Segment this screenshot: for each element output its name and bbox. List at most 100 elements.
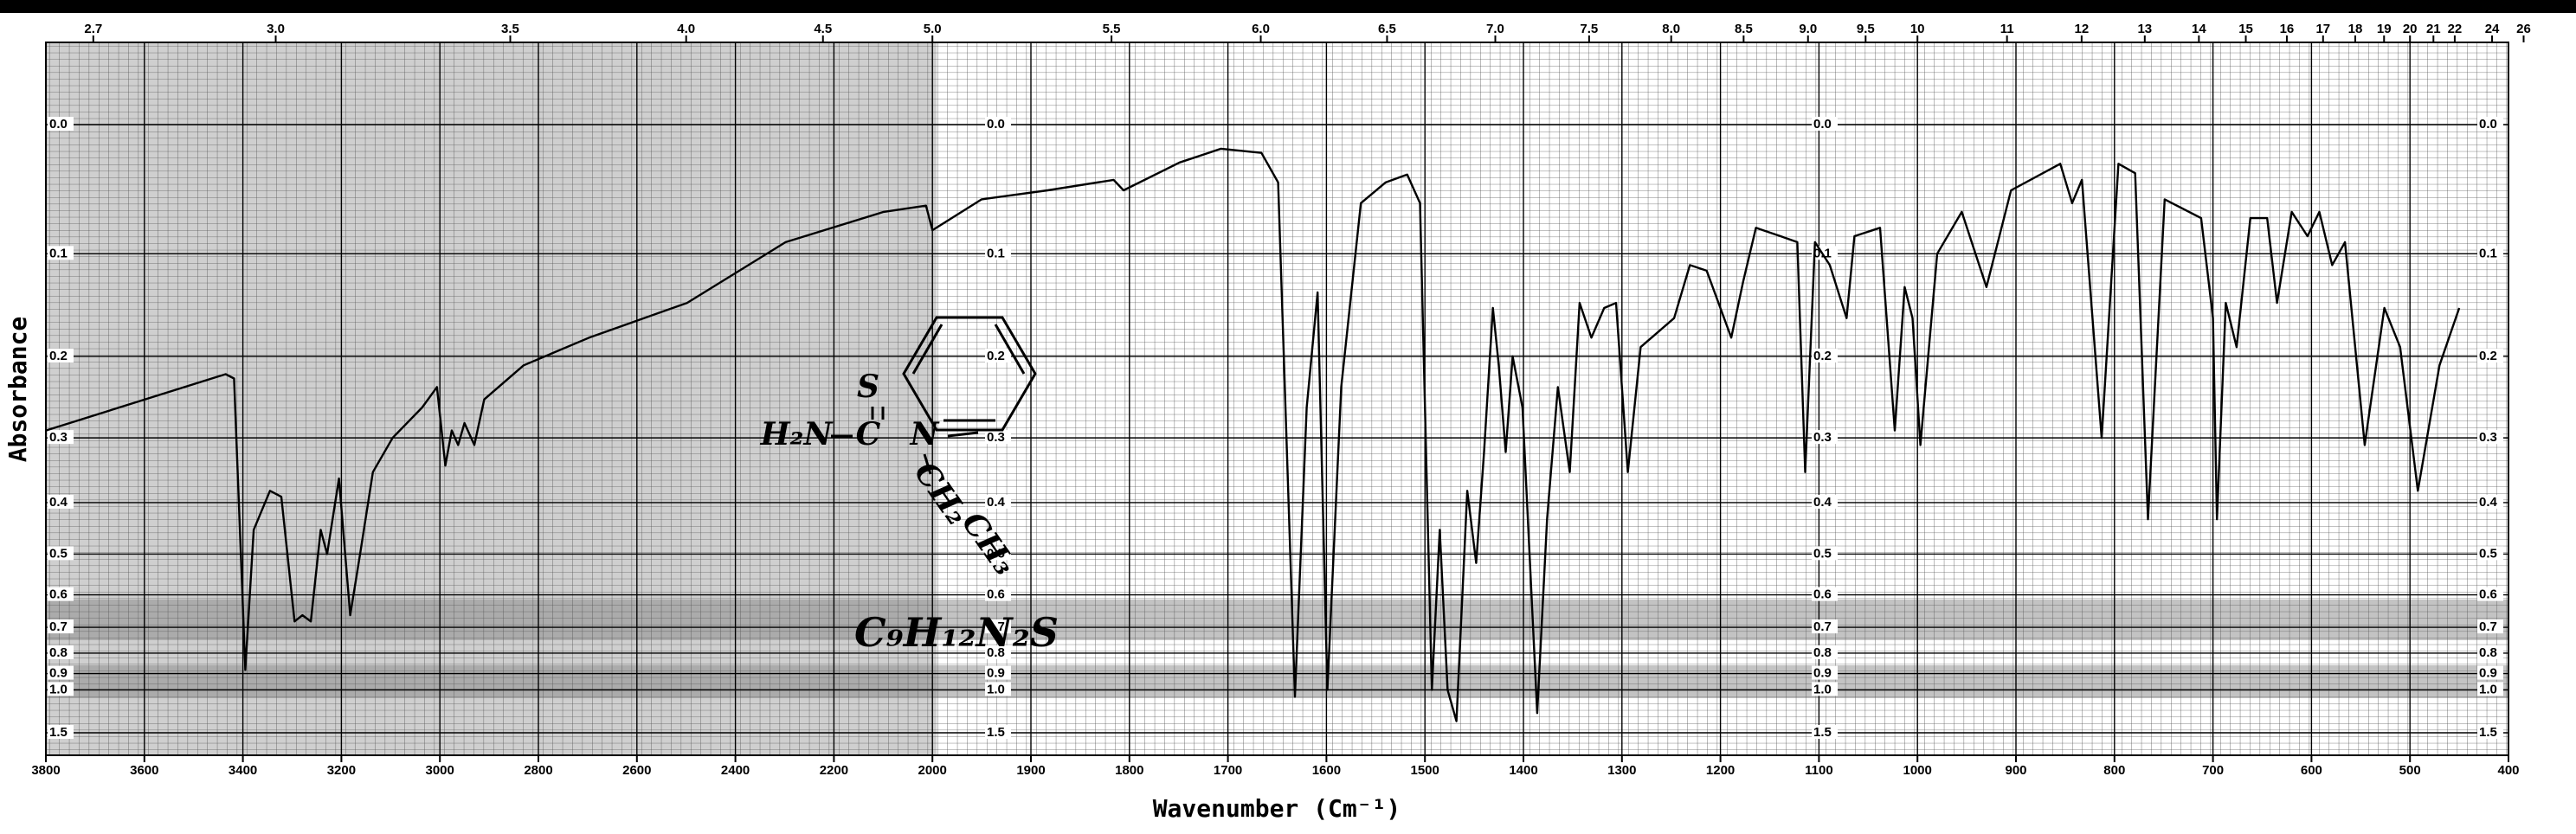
y-tick-label-bg [985,682,1011,696]
y-tick-label: 0.7 [2479,619,2497,634]
x2-tick-label: 15 [2238,22,2253,36]
y-tick-label-bg [2477,682,2503,696]
x2-tick-label: 10 [1910,22,1925,36]
x-tick-label: 400 [2497,763,2519,778]
x2-tick-label: 18 [2348,22,2363,36]
y-tick-label: 1.5 [2479,725,2497,740]
y-tick-label: 1.0 [1813,682,1832,696]
y-tick-label: 0.2 [1813,349,1832,363]
y-tick-label-bg [1812,725,1838,739]
y-tick-label: 0.9 [49,666,68,681]
annotation: N [910,416,941,452]
x-tick-label: 1600 [1312,763,1341,778]
y-tick-label-bg [48,725,74,739]
y-tick-label: 0.1 [2479,246,2497,260]
x-tick-label: 900 [2005,763,2026,778]
y-tick-label-bg [985,546,1011,561]
bond [947,431,979,438]
y-tick-label-bg [48,546,74,561]
y-tick-label-bg [48,665,74,680]
annotation: S [857,369,879,405]
x2-tick-label: 5.0 [924,22,942,36]
y-tick-label: 0.4 [49,495,68,510]
y-tick-label: 0.3 [987,430,1005,445]
y-tick-label: 0.2 [2479,349,2497,363]
y-tick-label: 0.8 [987,645,1005,660]
y-tick-label: 1.0 [49,682,68,696]
x-tick-label: 3400 [229,763,257,778]
x-tick-label: 500 [2399,763,2421,778]
x2-tick-label: 20 [2403,22,2418,36]
x-tick-label: 3200 [327,763,356,778]
x2-tick-label: 24 [2485,22,2500,36]
y-tick-label: 0.7 [49,619,68,634]
x2-tick-label: 22 [2448,22,2463,36]
y-tick-label: 0.4 [1813,495,1832,510]
y-tick-label: 0.6 [987,587,1005,602]
y-tick-label: 0.4 [987,495,1006,510]
y-tick-label-bg [48,645,74,659]
y-tick-label-bg [48,619,74,634]
x-tick-label: 2200 [820,763,848,778]
x-tick-label: 1000 [1903,763,1932,778]
y-tick-label-bg [2477,645,2503,659]
x-tick-label: 1700 [1214,763,1242,778]
y-tick-label: 0.1 [49,246,68,260]
bond [923,453,932,475]
y-tick-label-bg [1812,494,1838,509]
formula: C₉H₁₂N₂S [854,609,1059,656]
x-tick-label: 1500 [1411,763,1439,778]
y-tick-label-bg [2477,587,2503,601]
y-tick-label: 0.9 [987,666,1005,681]
x-tick-label: 800 [2103,763,2125,778]
bond [911,324,943,375]
y-tick-label: 0.5 [49,546,68,561]
x2-tick-label: 8.0 [1662,22,1680,36]
x2-tick-label: 12 [2075,22,2090,36]
x2-tick-label: 5.5 [1103,22,1121,36]
y-tick-label: 1.0 [987,682,1005,696]
y-tick-label-bg [48,494,74,509]
benzene-ring [902,316,1037,432]
top-bar [0,0,2576,13]
y-tick-label-bg [985,619,1011,634]
y-tick-label-bg [2477,546,2503,561]
x-tick-label: 1100 [1805,763,1833,778]
y-tick-label: 1.5 [1813,725,1832,740]
y-tick-label-bg [985,246,1011,260]
y-tick-label-bg [2477,619,2503,634]
x2-tick-label: 21 [2426,22,2441,36]
y-tick-label-bg [1812,619,1838,634]
x-tick-label: 1200 [1706,763,1735,778]
annotation: H₂N [760,416,834,452]
y-tick-label-bg [48,117,74,131]
y-tick-label-bg [985,430,1011,445]
y-tick-label-bg [2477,430,2503,445]
y-tick-label: 0.6 [2479,587,2497,602]
y-tick-label: 0.2 [987,349,1005,363]
x2-tick-label: 4.5 [814,22,832,36]
x-tick-label: 1400 [1509,763,1537,778]
spectrum-line [45,147,2461,722]
y-axis-title: Absorbance [3,317,32,463]
y-tick-label-bg [2477,725,2503,739]
x2-tick-label: 4.0 [677,22,695,36]
y-tick-label-bg [985,348,1011,362]
y-tick-label: 0.0 [1813,117,1832,132]
structure [831,316,1037,475]
y-tick-label-bg [1812,246,1838,260]
x2-tick-label: 16 [2280,22,2295,36]
y-tick-label-bg [2477,246,2503,260]
y-tick-label-bg [1812,117,1838,131]
y-tick-label: 0.0 [49,117,68,132]
y-tick-label-bg [48,430,74,445]
x2-tick-label: 26 [2516,22,2531,36]
y-tick-label: 0.9 [2479,666,2497,681]
y-tick-label: 0.3 [2479,430,2497,445]
y-tick-label: 0.6 [49,587,68,602]
y-tick-label: 0.9 [1813,666,1832,681]
y-tick-label: 0.5 [987,546,1005,561]
x2-tick-label: 8.5 [1735,22,1753,36]
x2-tick-label: 19 [2377,22,2392,36]
